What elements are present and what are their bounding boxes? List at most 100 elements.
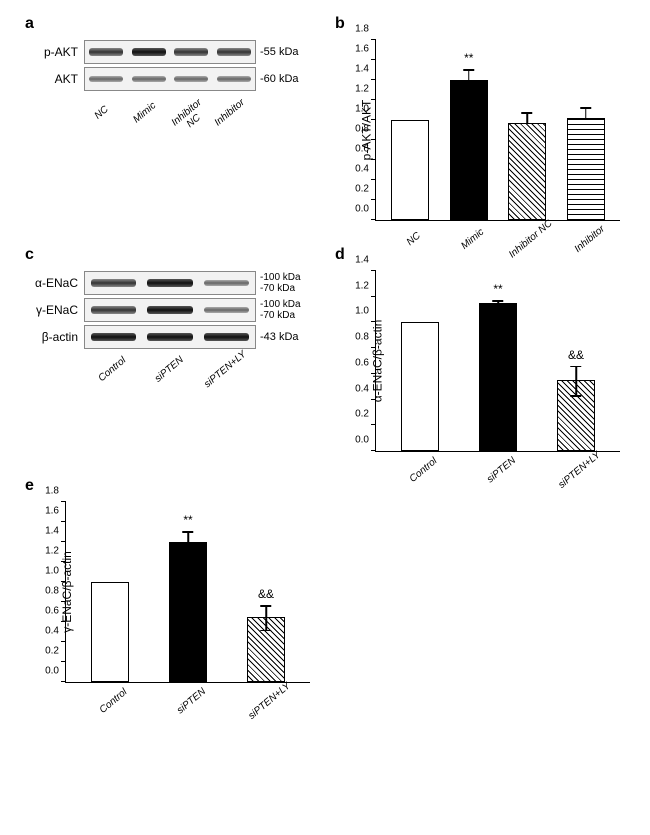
blot-lane (85, 326, 142, 348)
y-tick-label: 0.6 (344, 144, 369, 155)
blot-protein-label: AKT (20, 72, 84, 86)
y-tick-label: 0.8 (344, 332, 369, 343)
blot-band (174, 48, 208, 57)
bar-group: ** (468, 303, 528, 451)
y-tick-label: 0.4 (344, 383, 369, 394)
panel-d: d α-ENaC/β-actin 0.00.20.40.60.81.01.21.… (330, 251, 630, 452)
y-tick-label: 1.4 (344, 64, 369, 75)
panel-c: c α-ENaC-100 kDa-70 kDaγ-ENaC-100 kDa-70… (20, 251, 320, 452)
y-tick-label: 0.4 (34, 626, 59, 637)
y-tick-label: 0.2 (344, 184, 369, 195)
error-bar (585, 107, 587, 119)
bar-group: ** (158, 542, 218, 682)
blot-band (204, 280, 249, 287)
blot-lane (213, 41, 256, 63)
y-tick-label: 1.2 (34, 546, 59, 557)
bar-group: && (236, 617, 296, 682)
x-labels: ControlsiPTENsiPTEN+LY (66, 682, 310, 708)
blot-band (204, 307, 249, 314)
y-tick-label: 0.6 (34, 606, 59, 617)
blot-lane (85, 299, 142, 321)
blot-protein-label: γ-ENaC (20, 303, 84, 317)
blot-lane (198, 299, 255, 321)
error-bar (187, 531, 189, 543)
y-tick-label: 1.6 (34, 506, 59, 517)
blot-lane (142, 272, 199, 294)
y-tick-label: 1.4 (344, 255, 369, 266)
bar: && (557, 380, 595, 451)
error-bar (575, 366, 577, 397)
blot-lane (85, 68, 128, 90)
bar: && (247, 617, 285, 682)
lane-label: Inhibitor (209, 95, 256, 139)
blot-strip (84, 67, 256, 91)
x-labels: ControlsiPTENsiPTEN+LY (376, 451, 620, 477)
y-tick-label: 0.8 (344, 124, 369, 135)
blot-band (91, 306, 136, 315)
blot-band (132, 76, 166, 83)
lane-label: Control (87, 347, 137, 392)
blot-lane (170, 68, 213, 90)
x-label: siPTEN (165, 678, 218, 725)
y-tick-label: 0.2 (344, 409, 369, 420)
y-tick-label: 1.6 (344, 44, 369, 55)
lane-label: Inhibitor NC (167, 95, 214, 139)
blot-strip (84, 298, 256, 322)
blot-protein-label: p-AKT (20, 45, 84, 59)
blot-lane (213, 68, 256, 90)
y-tick-label: 0.4 (344, 164, 369, 175)
blot-lane (128, 41, 171, 63)
blot-strip (84, 271, 256, 295)
blot-band (147, 279, 192, 288)
y-tick-label: 0.6 (344, 357, 369, 368)
y-tick-label: 1.2 (344, 280, 369, 291)
y-tick-label: 1.4 (34, 526, 59, 537)
blot-band (91, 279, 136, 288)
blot-lane (85, 272, 142, 294)
bar-group (390, 322, 450, 451)
bars-container: ** (376, 40, 620, 220)
lane-label: Mimic (124, 95, 171, 139)
mw-label: -60 kDa (256, 73, 310, 85)
panel-a: a p-AKT-55 kDaAKT-60 kDa NCMimicInhibito… (20, 20, 320, 221)
significance-marker: ** (464, 51, 473, 65)
bar (508, 123, 546, 220)
y-tick-label: 1.0 (344, 104, 369, 115)
y-tick-label: 0.0 (34, 666, 59, 677)
bar-group (80, 582, 140, 682)
blot-band (89, 48, 123, 57)
bar (401, 322, 439, 451)
mw-label: -43 kDa (256, 331, 310, 343)
bar-group (381, 120, 440, 220)
blot-lane (142, 299, 199, 321)
error-bar (527, 112, 529, 124)
x-label: siPTEN+LY (553, 447, 606, 494)
blot-lane (128, 68, 171, 90)
panel-a-label: a (25, 15, 34, 33)
error-bar (265, 605, 267, 631)
x-label: siPTEN (475, 447, 528, 494)
y-tick-label: 1.0 (34, 566, 59, 577)
blot-band (89, 76, 123, 83)
blot-lane (142, 326, 199, 348)
bar: ** (450, 80, 488, 220)
blot-band (147, 333, 192, 342)
bar (567, 118, 605, 220)
panel-c-label: c (25, 246, 34, 264)
significance-marker: ** (183, 513, 192, 527)
blot-band (91, 333, 136, 342)
significance-marker: ** (493, 282, 502, 296)
blot-band (147, 306, 192, 315)
bar: ** (169, 542, 207, 682)
blot-band (204, 333, 249, 342)
bar-group: ** (440, 80, 499, 220)
blot-protein-label: β-actin (20, 330, 84, 344)
blot-lane (198, 326, 255, 348)
error-bar (468, 69, 470, 81)
x-label: Control (87, 678, 140, 725)
error-bar (497, 300, 499, 304)
bar-group: && (546, 380, 606, 451)
mw-label: -100 kDa-70 kDa (256, 272, 310, 294)
figure-grid: a p-AKT-55 kDaAKT-60 kDa NCMimicInhibito… (20, 20, 630, 683)
blot-band (174, 76, 208, 83)
